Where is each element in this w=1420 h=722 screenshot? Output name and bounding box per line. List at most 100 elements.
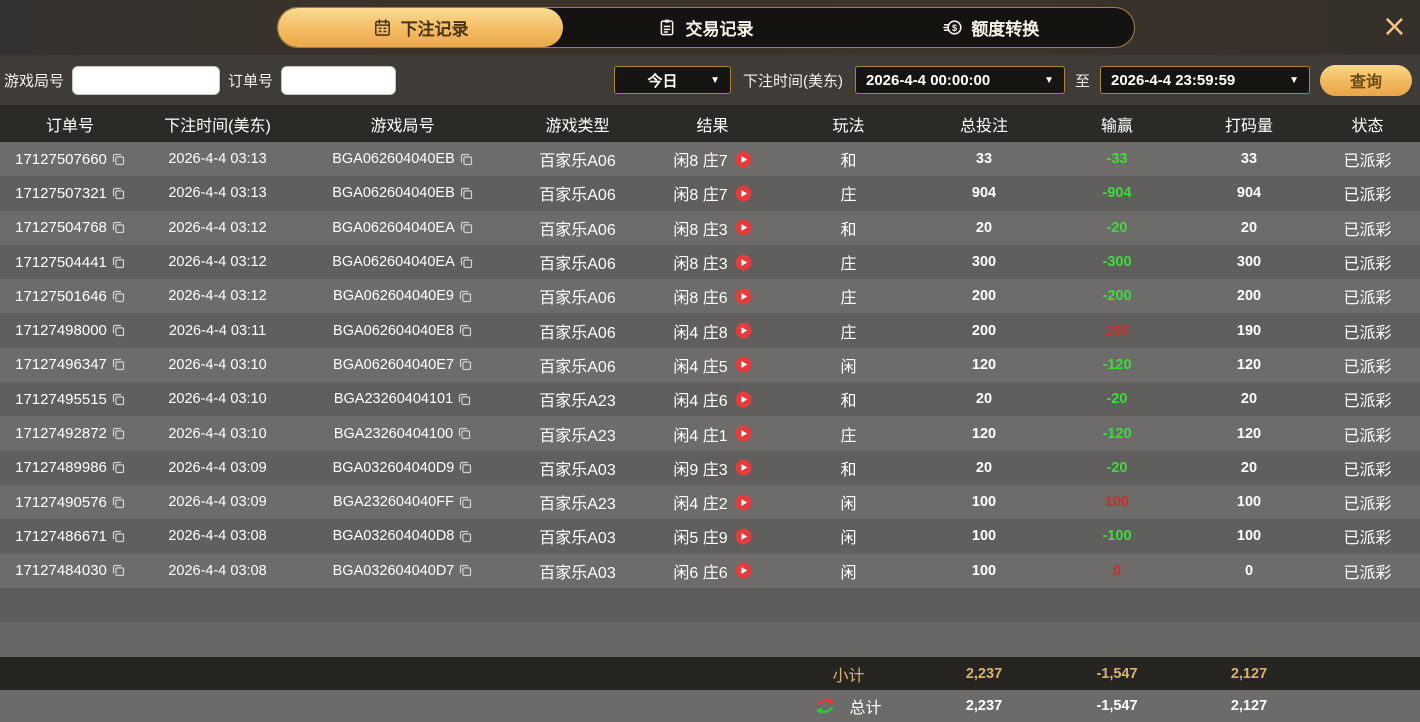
game-round-cell: BGA032604040D8 bbox=[295, 528, 510, 544]
play-icon[interactable] bbox=[735, 322, 752, 339]
status-cell: 已派彩 bbox=[1343, 290, 1392, 308]
game-round-input[interactable] bbox=[72, 65, 221, 95]
query-button[interactable]: 查询 bbox=[1320, 64, 1412, 96]
chevron-down-icon: ▼ bbox=[1289, 74, 1299, 86]
status-cell: 已派彩 bbox=[1343, 393, 1392, 411]
game-type-cell: 百家乐A23 bbox=[539, 427, 616, 445]
table-header: 订单号 下注时间(美东) 游戏局号 游戏类型 结果 玩法 总投注 输赢 打码量 状态 bbox=[0, 105, 1420, 142]
copy-icon[interactable] bbox=[459, 496, 472, 509]
play-icon[interactable] bbox=[735, 219, 752, 236]
copy-icon[interactable] bbox=[112, 530, 125, 543]
copy-icon[interactable] bbox=[112, 290, 125, 303]
play-type-cell: 和 bbox=[840, 153, 857, 171]
copy-icon[interactable] bbox=[112, 221, 125, 234]
copy-icon[interactable] bbox=[112, 564, 125, 577]
date-preset-select[interactable]: 今日 ▼ bbox=[613, 66, 731, 94]
tab-transaction-records[interactable]: 交易记录 bbox=[563, 8, 848, 47]
win-loss-cell: -33 bbox=[1106, 151, 1128, 168]
order-no-cell: 17127501646 bbox=[0, 288, 140, 305]
game-type-cell: 百家乐A03 bbox=[539, 564, 616, 582]
turnover-cell: 100 bbox=[1236, 494, 1262, 511]
order-no-value: 17127492872 bbox=[15, 425, 107, 443]
copy-icon[interactable] bbox=[459, 461, 472, 474]
copy-icon[interactable] bbox=[460, 221, 473, 234]
play-icon[interactable] bbox=[735, 494, 752, 511]
end-time-value: 2026-4-4 23:59:59 bbox=[1111, 71, 1236, 89]
total-bet-cell: 33 bbox=[975, 151, 993, 168]
clipboard-icon bbox=[658, 18, 676, 37]
order-no-input[interactable] bbox=[281, 65, 397, 95]
copy-icon[interactable] bbox=[112, 393, 125, 406]
copy-icon[interactable] bbox=[459, 324, 472, 337]
copy-icon[interactable] bbox=[459, 358, 472, 371]
copy-icon[interactable] bbox=[112, 461, 125, 474]
copy-icon[interactable] bbox=[460, 153, 473, 166]
game-round-value: BGA062604040EB bbox=[332, 151, 455, 168]
order-no-cell: 17127504441 bbox=[0, 254, 140, 271]
play-type-cell: 庄 bbox=[840, 187, 857, 205]
result-cell: 闲8 庄3 bbox=[645, 216, 780, 240]
play-type-cell: 庄 bbox=[840, 427, 857, 445]
copy-icon[interactable] bbox=[112, 496, 125, 509]
column-header: 玩法 bbox=[832, 117, 865, 135]
play-icon[interactable] bbox=[735, 425, 752, 442]
play-type-cell: 和 bbox=[840, 393, 857, 411]
copy-icon[interactable] bbox=[459, 290, 472, 303]
close-icon[interactable]: × bbox=[1381, 9, 1407, 44]
column-header: 结果 bbox=[696, 117, 729, 135]
copy-icon[interactable] bbox=[458, 393, 471, 406]
end-time-select[interactable]: 2026-4-4 23:59:59 ▼ bbox=[1100, 66, 1310, 94]
status-cell: 已派彩 bbox=[1343, 221, 1392, 239]
result-value: 闲9 庄3 bbox=[673, 461, 728, 479]
tab-bet-records[interactable]: 下注记录 bbox=[278, 8, 564, 47]
bet-time-cell: 2026-4-4 03:12 bbox=[168, 254, 267, 271]
start-time-value: 2026-4-4 00:00:00 bbox=[865, 71, 991, 89]
result-cell: 闲4 庄6 bbox=[645, 387, 780, 411]
play-icon[interactable] bbox=[735, 528, 752, 545]
copy-icon[interactable] bbox=[459, 564, 472, 577]
result-value: 闲8 庄7 bbox=[673, 153, 728, 171]
svg-text:$: $ bbox=[952, 23, 957, 33]
win-loss-cell: -120 bbox=[1102, 356, 1132, 373]
game-type-cell: 百家乐A23 bbox=[539, 393, 616, 411]
play-icon[interactable] bbox=[735, 254, 752, 271]
play-icon[interactable] bbox=[735, 151, 752, 168]
copy-icon[interactable] bbox=[459, 530, 472, 543]
status-cell: 已派彩 bbox=[1343, 461, 1392, 479]
copy-icon[interactable] bbox=[460, 187, 473, 200]
start-time-select[interactable]: 2026-4-4 00:00:00 ▼ bbox=[854, 66, 1065, 94]
turnover-cell: 120 bbox=[1236, 356, 1262, 373]
order-no-value: 17127490576 bbox=[15, 493, 107, 511]
column-header: 订单号 bbox=[45, 117, 94, 135]
total-bet-cell: 100 bbox=[971, 562, 997, 579]
copy-icon[interactable] bbox=[112, 256, 125, 269]
copy-icon[interactable] bbox=[112, 187, 125, 200]
order-no-value: 17127495515 bbox=[15, 390, 107, 408]
column-header: 打码量 bbox=[1224, 117, 1273, 135]
win-loss-cell: -904 bbox=[1102, 185, 1132, 202]
refresh-swap-icon[interactable] bbox=[815, 696, 835, 716]
copy-icon[interactable] bbox=[112, 324, 125, 337]
calendar-icon bbox=[373, 18, 392, 37]
copy-icon[interactable] bbox=[112, 153, 125, 166]
order-no-value: 17127507321 bbox=[15, 184, 107, 202]
copy-icon[interactable] bbox=[458, 427, 471, 440]
column-header: 输赢 bbox=[1100, 117, 1133, 135]
result-cell: 闲8 庄6 bbox=[645, 284, 780, 308]
play-icon[interactable] bbox=[735, 391, 752, 408]
play-icon[interactable] bbox=[735, 185, 752, 202]
copy-icon[interactable] bbox=[112, 358, 125, 371]
result-value: 闲4 庄5 bbox=[673, 358, 728, 376]
copy-icon[interactable] bbox=[112, 427, 125, 440]
tab-quota-transfer[interactable]: $ 额度转换 bbox=[849, 8, 1134, 47]
play-icon[interactable] bbox=[735, 356, 752, 373]
chevron-down-icon: ▼ bbox=[1044, 74, 1054, 86]
play-icon[interactable] bbox=[735, 288, 752, 305]
result-value: 闲4 庄1 bbox=[673, 427, 728, 445]
game-type-cell: 百家乐A06 bbox=[539, 221, 616, 239]
play-icon[interactable] bbox=[735, 562, 752, 579]
game-type-cell: 百家乐A03 bbox=[539, 461, 616, 479]
play-icon[interactable] bbox=[735, 459, 752, 476]
copy-icon[interactable] bbox=[460, 256, 473, 269]
